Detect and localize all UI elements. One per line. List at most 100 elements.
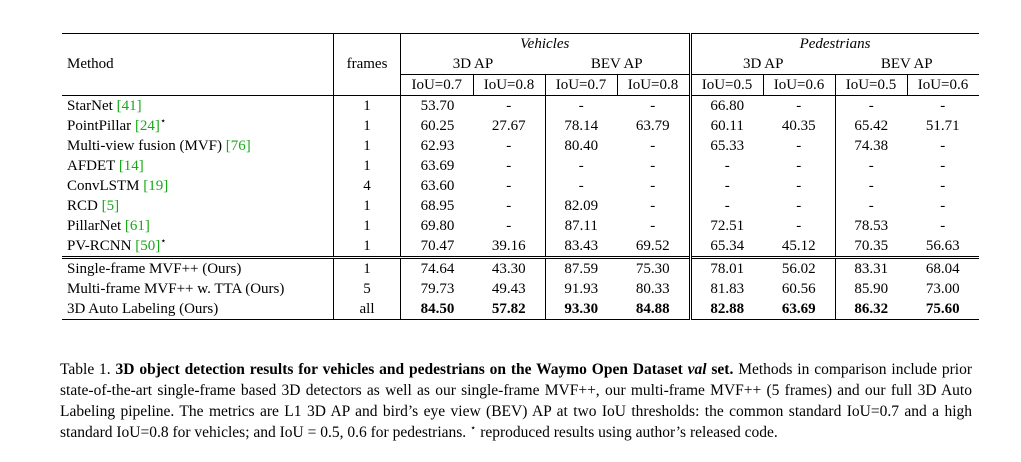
- metric-value: 81.83: [688, 279, 763, 299]
- metric-value: 70.35: [834, 236, 907, 258]
- citation-link[interactable]: [61]: [124, 217, 150, 234]
- metric-value: 56.63: [925, 237, 960, 254]
- table-row: ConvLSTM [19] 4 63.60 - - - - - - -: [62, 176, 979, 196]
- metric-value: -: [473, 95, 545, 116]
- frames-value: 1: [333, 95, 401, 116]
- metric-value: 83.43: [544, 236, 617, 258]
- metric-value: -: [940, 157, 946, 174]
- metric-value: -: [940, 197, 946, 214]
- metric-value: 86.32: [834, 299, 907, 320]
- metric-value: 91.93: [544, 279, 617, 299]
- metric-value: -: [544, 176, 617, 196]
- pedestrians-header: Pedestrians: [688, 33, 979, 54]
- metric-value: 78.53: [834, 216, 907, 236]
- metric-value: 40.35: [781, 117, 816, 134]
- iou-header: IoU=0.7: [544, 74, 617, 96]
- metric-value: -: [650, 157, 656, 174]
- table-row: RCD [5] 1 68.95 - 82.09 - - - - -: [62, 196, 979, 216]
- metric-value: -: [506, 197, 512, 214]
- metric-value: 39.16: [491, 237, 526, 254]
- vehicles-bev-ap-header: BEV AP: [545, 54, 690, 75]
- frames-value: 1: [333, 136, 401, 156]
- metric-value: 63.79: [635, 117, 670, 134]
- header-row-metrics: 3D AP BEV AP 3D AP BEV AP: [62, 54, 979, 75]
- metric-value: 75.60: [907, 299, 979, 320]
- metric-value: 51.71: [925, 117, 960, 134]
- citation-link[interactable]: [41]: [116, 97, 142, 114]
- metric-value: 82.88: [688, 299, 763, 320]
- metric-value: 65.42: [834, 116, 907, 136]
- metric-value: -: [796, 137, 802, 154]
- metric-value: 56.02: [763, 256, 835, 279]
- header-row-categories: Method frames Vehicles Pedestrians: [62, 33, 979, 96]
- method-name: PointPillar [24]⋆: [67, 115, 167, 134]
- metric-value: 84.50: [400, 299, 473, 320]
- method-name: Multi-view fusion (MVF) [76]: [67, 137, 251, 154]
- citation-link[interactable]: [76]: [225, 137, 251, 154]
- reproduced-star: ⋆: [159, 115, 167, 127]
- metric-value: 66.80: [688, 95, 763, 116]
- metric-value: -: [506, 157, 512, 174]
- metric-value: 45.12: [781, 237, 816, 254]
- metric-value: -: [650, 197, 656, 214]
- citation-link[interactable]: [50]: [135, 237, 161, 254]
- metric-value: -: [940, 137, 946, 154]
- vehicles-header: Vehicles: [400, 33, 690, 54]
- method-name: AFDET [14]: [67, 157, 144, 174]
- frames-value: 1: [333, 116, 401, 136]
- metric-value: 85.90: [834, 279, 907, 299]
- metric-value: -: [834, 196, 907, 216]
- metric-value: -: [688, 176, 763, 196]
- frames-value: 1: [333, 236, 401, 258]
- citation-link[interactable]: [14]: [118, 157, 144, 174]
- method-header: Method: [62, 33, 334, 96]
- iou-header: IoU=0.8: [616, 74, 690, 96]
- iou-header: IoU=0.6: [906, 74, 979, 96]
- metric-value: 68.04: [907, 256, 979, 279]
- metric-value: 69.52: [635, 237, 670, 254]
- metric-value: 79.73: [400, 279, 473, 299]
- metric-value: -: [834, 156, 907, 176]
- metric-value: -: [506, 137, 512, 154]
- iou-header: IoU=0.6: [762, 74, 835, 96]
- metric-value: 53.70: [400, 95, 473, 116]
- table-row: PointPillar [24]⋆ 1 60.25 27.67 78.14 63.79 60…: [62, 116, 979, 136]
- reproduced-star: ⋆: [160, 235, 167, 247]
- metric-value: 87.59: [544, 256, 617, 279]
- table-row: Single-frame MVF++ (Ours) 1 74.64 43.30 87.5…: [62, 256, 979, 279]
- metric-value: 60.56: [781, 280, 816, 297]
- caption-title: 3D object detection results for vehicles…: [115, 361, 734, 378]
- metric-value: 74.64: [400, 256, 473, 279]
- metric-value: 63.69: [763, 299, 835, 320]
- vehicles-3d-ap-header: 3D AP: [400, 54, 545, 75]
- metric-value: 80.33: [635, 280, 670, 297]
- frames-value: 1: [333, 156, 401, 176]
- metric-value: 68.95: [400, 196, 473, 216]
- method-name: PV-RCNN [50]⋆: [67, 235, 167, 254]
- metric-value: -: [544, 95, 617, 116]
- header-row-iou: IoU=0.7 IoU=0.8 IoU=0.7 IoU=0.8 IoU=0.5 …: [62, 74, 979, 96]
- metric-value: 63.69: [400, 156, 473, 176]
- citation-link[interactable]: [24]: [134, 117, 160, 134]
- table-caption: Table 1. 3D object detection results for…: [60, 359, 972, 443]
- method-name: PillarNet [61]: [67, 217, 150, 234]
- metric-value: -: [940, 177, 946, 194]
- method-name: 3D Auto Labeling (Ours): [62, 299, 334, 320]
- metric-value: 62.93: [400, 136, 473, 156]
- table-row: StarNet [41] 1 53.70- - -66.80- - -: [62, 95, 979, 116]
- metric-value: -: [688, 156, 763, 176]
- citation-link[interactable]: [19]: [143, 177, 169, 194]
- caption-note: reproduced results using author’s releas…: [480, 424, 778, 441]
- metric-value: 82.09: [544, 196, 617, 216]
- metric-value: -: [650, 177, 656, 194]
- pedestrians-bev-ap-header: BEV AP: [835, 54, 979, 75]
- iou-header: IoU=0.7: [400, 74, 473, 96]
- metric-value: 69.80: [400, 216, 473, 236]
- metric-value: 75.30: [617, 256, 690, 279]
- citation-link[interactable]: [5]: [101, 197, 120, 214]
- frames-value: 1: [333, 216, 401, 236]
- metric-value: -: [940, 217, 946, 234]
- metric-value: 27.67: [491, 117, 526, 134]
- caption-label: Table 1.: [60, 361, 111, 378]
- frames-header: frames: [333, 33, 401, 96]
